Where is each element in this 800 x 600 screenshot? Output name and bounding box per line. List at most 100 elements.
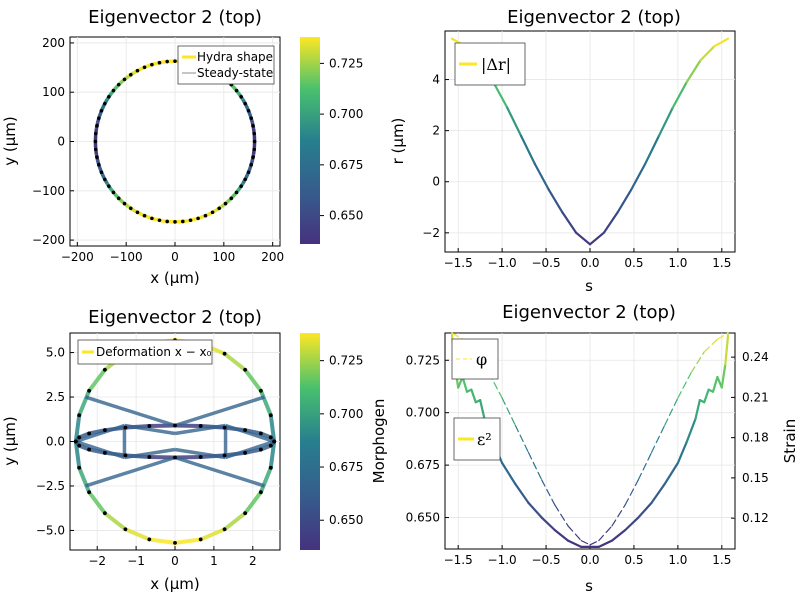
- p4-eps-segment: [720, 363, 727, 389]
- p4-xlabel: s: [585, 577, 593, 595]
- p1-steady-point: [93, 139, 98, 144]
- p4-phi-segment: [677, 372, 692, 399]
- p1-steady-point: [252, 139, 257, 144]
- p3-node: [258, 447, 263, 452]
- p2-xtick-label: 0.0: [580, 256, 599, 270]
- p1-legend-hydra: Hydra shape: [197, 50, 273, 64]
- p3-node: [123, 527, 128, 532]
- p3-node: [243, 450, 248, 455]
- p1-cbticks-label: 0.725: [329, 56, 363, 70]
- p2-xtick-label: 1.0: [668, 256, 687, 270]
- p1-steady-point: [157, 218, 162, 223]
- p3-outer-segment: [73, 413, 82, 444]
- p2-line-segment: [602, 211, 619, 234]
- p3-outer-segment: [243, 367, 263, 393]
- p4-eps-segment: [540, 516, 556, 532]
- p2-line-segment: [644, 134, 661, 165]
- p3-node: [268, 465, 273, 470]
- p4-phi-segment: [501, 397, 516, 426]
- p4-eps-segment: [514, 482, 530, 504]
- p1-steady-point: [157, 60, 162, 65]
- p1-steady-point: [135, 68, 140, 73]
- p1-title: Eigenvector 2 (top): [88, 7, 262, 28]
- p4-ytick-right-label: 0.12: [742, 511, 769, 525]
- p1-ytick-label: 0: [57, 135, 65, 149]
- p4-phi-segment: [541, 479, 556, 506]
- panel-4: Eigenvector 2 (top) −1.5 −1.0 −0.5 0.0 0.5 1.…: [370, 302, 799, 595]
- p4-eps-segment: [479, 399, 486, 421]
- p3-cross-segment: [174, 455, 265, 488]
- p4-ytick-right-label: 0.15: [742, 471, 769, 485]
- p1-xlabel: x (μm): [150, 269, 200, 287]
- p1-steady-point: [234, 190, 239, 195]
- p1-steady-point: [234, 88, 239, 93]
- p3-cross-segment: [75, 423, 125, 444]
- p3-outer-segment: [258, 388, 273, 418]
- p4-eps-segment: [711, 375, 719, 393]
- p3-inner-segment: [87, 428, 107, 436]
- p3-outer-segment: [222, 351, 248, 372]
- p3-node: [102, 450, 107, 455]
- p1-steady-point: [142, 65, 147, 70]
- p1-steady-point: [111, 88, 116, 93]
- p2-line-segment: [671, 80, 688, 109]
- p3-cross-segment: [124, 447, 176, 460]
- p3-node: [87, 388, 92, 393]
- p3-node: [77, 413, 82, 418]
- p1-colorbar: 0.650 0.675 0.700 0.725: [300, 37, 363, 244]
- p4-phi-segment: [716, 332, 729, 340]
- p4-phi-segment: [554, 504, 569, 527]
- p2-line-segment: [533, 162, 550, 191]
- p4-legend-eps: ε²: [453, 417, 501, 461]
- p1-steady-point: [128, 72, 133, 77]
- p1-legend: Hydra shape Steady-state: [177, 45, 275, 85]
- p3-cross-segment: [174, 423, 226, 436]
- p4-legend-phi-label: φ: [476, 350, 487, 369]
- p1-steady-point: [239, 95, 243, 99]
- p3-node: [243, 511, 248, 516]
- p4-eps-segment: [501, 461, 517, 486]
- p2-line-segment: [657, 106, 674, 137]
- p4-phi-segment: [580, 540, 591, 546]
- p2-line-segment: [616, 188, 633, 214]
- p3-xtick-label: −2: [88, 554, 106, 568]
- p1-steady-point: [95, 155, 99, 159]
- p3-outer-segment: [87, 490, 107, 516]
- p3-xlabel: x (μm): [150, 575, 200, 593]
- p1-steady-point: [116, 196, 121, 201]
- p2-line-segment: [561, 211, 578, 234]
- p2-line-segment: [506, 106, 523, 137]
- p4-xtick-label: −1.5: [444, 553, 473, 567]
- p2-line-segment: [685, 59, 702, 84]
- p3-node: [272, 439, 277, 444]
- p2-ytick-label: 2: [432, 124, 440, 138]
- p1-steady-point: [217, 206, 222, 211]
- p3-cross-segment: [124, 423, 176, 436]
- p1-steady-point: [243, 101, 248, 106]
- p3-node: [198, 424, 203, 428]
- p3-colorbar: 0.650 0.675 0.700 0.725: [300, 333, 363, 550]
- p1-cbticks-label: 0.650: [329, 209, 363, 223]
- p3-node: [243, 428, 248, 433]
- p1-steady-point: [223, 201, 228, 206]
- p3-node: [77, 465, 82, 470]
- p3-legend: Deformation x − x₀: [77, 339, 213, 365]
- p2-line-segment: [630, 162, 647, 191]
- p1-steady-point: [116, 82, 121, 87]
- p1-steady-point: [210, 210, 215, 215]
- p4-phi-segment: [451, 332, 464, 340]
- p4-phi-segment: [611, 504, 626, 527]
- p3-ytick-label: 5.0: [46, 346, 65, 360]
- p4-eps-segment: [663, 461, 679, 486]
- p4-ylabel-right: Strain: [781, 419, 799, 463]
- p3-outer-segment: [222, 511, 248, 532]
- p1-steady-point: [251, 155, 255, 159]
- p3-node: [268, 413, 273, 418]
- p4-eps-segment: [610, 529, 627, 542]
- p4-title: Eigenvector 2 (top): [502, 302, 676, 323]
- p4-eps-segment: [694, 399, 701, 421]
- p3-node: [173, 540, 177, 545]
- p3-outer-segment: [77, 388, 92, 418]
- p3-xtick-label: 0: [171, 554, 179, 568]
- p1-steady-point: [188, 218, 193, 223]
